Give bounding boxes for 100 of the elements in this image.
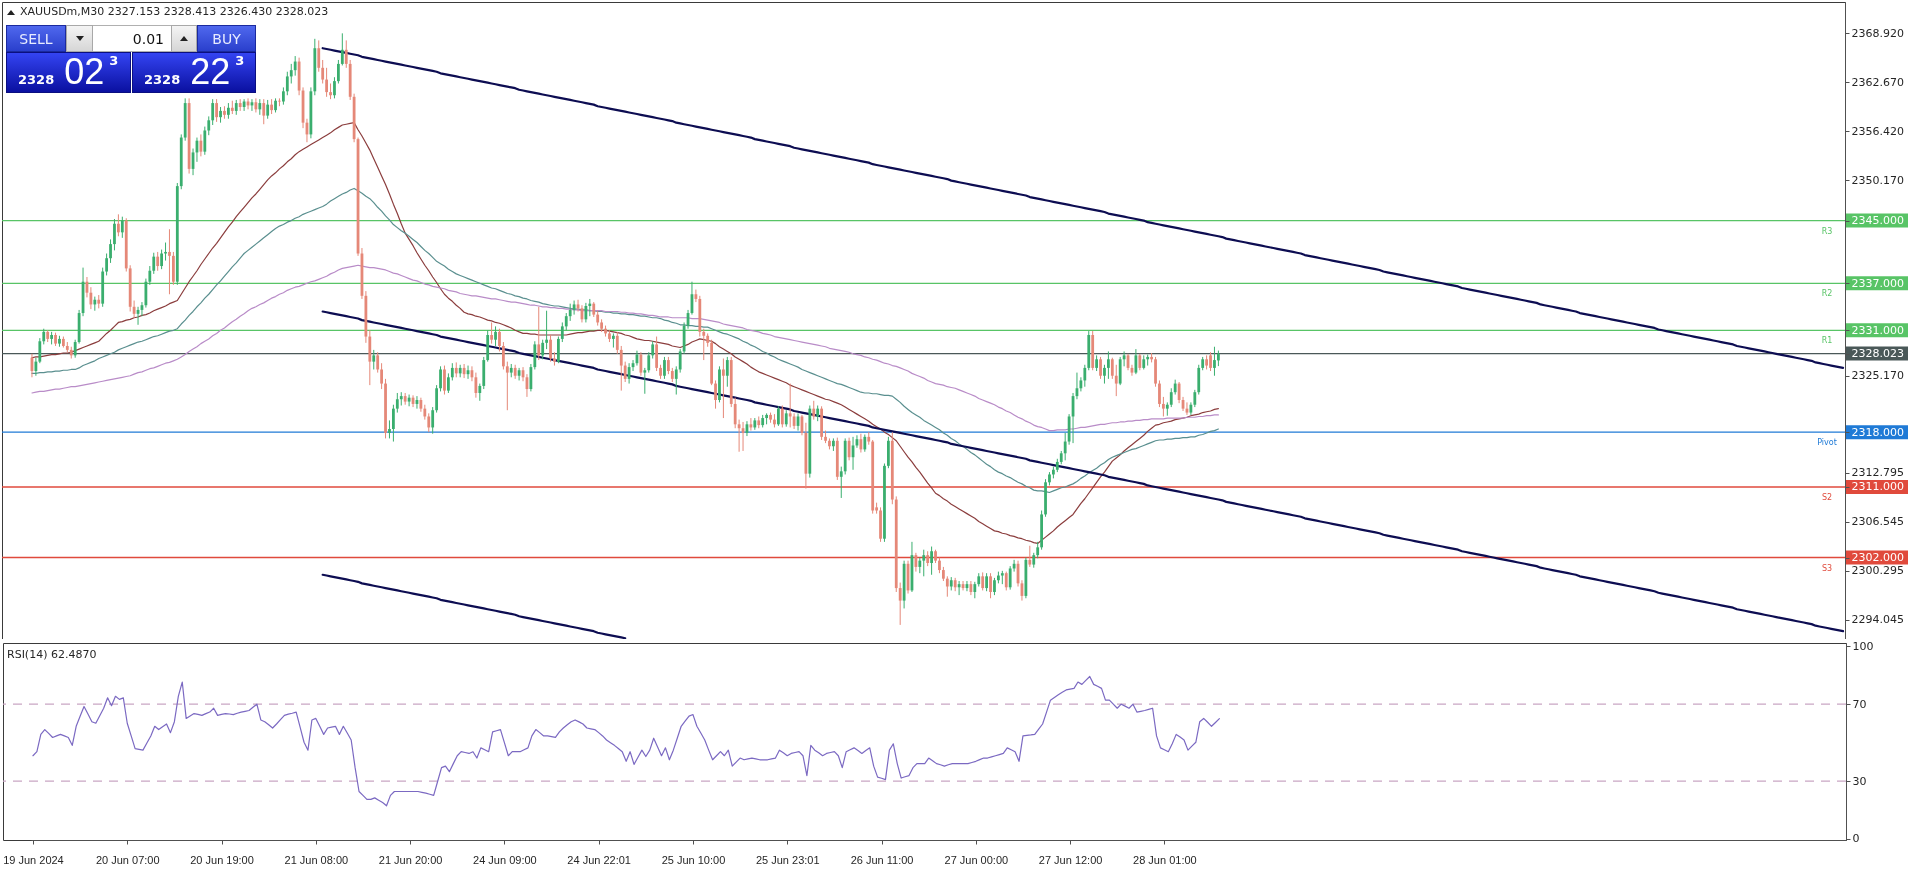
candlestick bbox=[674, 365, 678, 396]
x-tick-label: 21 Jun 20:00 bbox=[378, 853, 443, 866]
candlestick bbox=[207, 115, 211, 136]
candlestick bbox=[254, 97, 258, 113]
y-tick-label: 2318.000 bbox=[1851, 425, 1904, 439]
candlestick bbox=[266, 99, 270, 120]
annotation: SELL bbox=[19, 30, 53, 47]
y-tick-label: 0 bbox=[1852, 832, 1860, 846]
candlestick bbox=[1114, 364, 1118, 397]
x-tick-label: 25 Jun 23:01 bbox=[755, 853, 820, 866]
line-series bbox=[32, 675, 1220, 807]
y-tick-label: 2356.420 bbox=[1851, 124, 1904, 138]
y-tick-label: 2368.920 bbox=[1851, 26, 1904, 40]
candlestick bbox=[1161, 396, 1165, 417]
candlestick bbox=[203, 126, 207, 156]
ref-line-label: Pivot bbox=[1817, 438, 1837, 448]
candlestick bbox=[199, 133, 203, 157]
candlestick bbox=[321, 59, 325, 84]
y-tick-label: 2312.795 bbox=[1851, 466, 1904, 480]
y-tick-label: 2328.023 bbox=[1851, 347, 1904, 361]
line-series bbox=[31, 264, 1219, 432]
candlestick bbox=[164, 242, 167, 262]
candlestick bbox=[985, 572, 989, 592]
candlestick bbox=[914, 552, 918, 573]
candlestick bbox=[285, 71, 289, 96]
candlestick bbox=[749, 417, 753, 432]
annotation: BUY bbox=[212, 30, 241, 47]
x-tick-label: 27 Jun 00:00 bbox=[944, 853, 1009, 866]
candlestick bbox=[501, 341, 505, 370]
y-tick-label: 2300.295 bbox=[1851, 564, 1904, 578]
candlestick bbox=[545, 310, 549, 350]
candlestick bbox=[898, 582, 902, 626]
candlestick bbox=[981, 571, 985, 591]
x-tick-label: 20 Jun 19:00 bbox=[190, 853, 254, 866]
candlestick bbox=[494, 325, 497, 347]
candlestick bbox=[431, 406, 435, 435]
candlestick bbox=[427, 412, 431, 433]
candlestick bbox=[1209, 351, 1212, 372]
x-tick-label: 26 Jun 11:00 bbox=[850, 853, 914, 866]
chart-title: XAUUSDm,M30 2327.153 2328.413 2326.430 2328.023 bbox=[20, 5, 329, 18]
candlestick bbox=[462, 363, 466, 379]
candlestick bbox=[168, 228, 171, 295]
candlestick bbox=[407, 394, 411, 407]
line-series bbox=[321, 573, 627, 639]
candlestick bbox=[443, 365, 446, 396]
candlestick bbox=[109, 238, 112, 264]
text: RSI(14) 62.4870 bbox=[7, 648, 97, 661]
candlestick bbox=[922, 549, 926, 577]
candlestick bbox=[1110, 357, 1114, 380]
sell-button: SELL bbox=[6, 25, 66, 52]
candlestick bbox=[113, 218, 116, 251]
candlestick bbox=[549, 334, 552, 363]
candlestick bbox=[517, 367, 521, 381]
candlestick bbox=[1028, 545, 1032, 568]
candlestick bbox=[1106, 350, 1110, 380]
y-tick-label: 2337.000 bbox=[1851, 276, 1904, 290]
y-tick-label: 2350.170 bbox=[1851, 173, 1904, 187]
ref-line-label: R1 bbox=[1821, 336, 1833, 346]
candlestick bbox=[615, 331, 619, 355]
candlestick bbox=[930, 546, 934, 576]
candlestick bbox=[317, 39, 321, 73]
annotation: 2328 22$^{3}$ bbox=[144, 51, 245, 92]
candlestick bbox=[1099, 356, 1102, 380]
candlestick bbox=[812, 400, 816, 421]
candlestick bbox=[1004, 571, 1008, 591]
x-tick-label: 20 Jun 07:00 bbox=[95, 853, 160, 866]
candlestick bbox=[647, 351, 651, 374]
candlestick bbox=[120, 216, 124, 239]
y-tick-label: 2325.170 bbox=[1851, 369, 1904, 383]
candlestick bbox=[643, 367, 647, 395]
candlestick bbox=[623, 361, 627, 383]
y-tick-label: 2362.670 bbox=[1851, 75, 1904, 89]
candlestick bbox=[160, 249, 164, 270]
candlestick bbox=[839, 466, 843, 499]
candlestick bbox=[242, 98, 246, 112]
sell-price-box: 2328 02$^{3}$ bbox=[6, 52, 131, 93]
lot-size-field: 0.01 bbox=[93, 25, 171, 52]
x-tick-label: 25 Jun 10:00 bbox=[661, 853, 726, 866]
line-series bbox=[31, 187, 1219, 494]
candlestick bbox=[1103, 364, 1106, 385]
candlestick bbox=[702, 328, 706, 361]
candlestick bbox=[541, 339, 545, 360]
candlestick bbox=[776, 405, 780, 427]
y-tick-label: 2345.000 bbox=[1851, 214, 1904, 228]
candlestick bbox=[262, 98, 266, 125]
buy-button: BUY bbox=[197, 25, 256, 52]
candlestick bbox=[1169, 387, 1173, 408]
candlestick bbox=[1213, 346, 1216, 377]
candlestick bbox=[211, 98, 215, 126]
candlestick bbox=[435, 384, 439, 414]
candlestick bbox=[105, 253, 109, 276]
x-tick-label: 27 Jun 12:00 bbox=[1038, 853, 1103, 866]
x-tick-label: 24 Jun 09:00 bbox=[473, 853, 537, 866]
candlestick bbox=[725, 356, 729, 388]
x-tick-label: 28 Jun 01:00 bbox=[1133, 853, 1197, 866]
candlestick bbox=[289, 63, 293, 84]
candlestick bbox=[655, 336, 659, 372]
candlestick bbox=[847, 437, 851, 461]
buy-price-box: 2328 22$^{3}$ bbox=[132, 52, 256, 93]
candlestick bbox=[325, 67, 329, 98]
